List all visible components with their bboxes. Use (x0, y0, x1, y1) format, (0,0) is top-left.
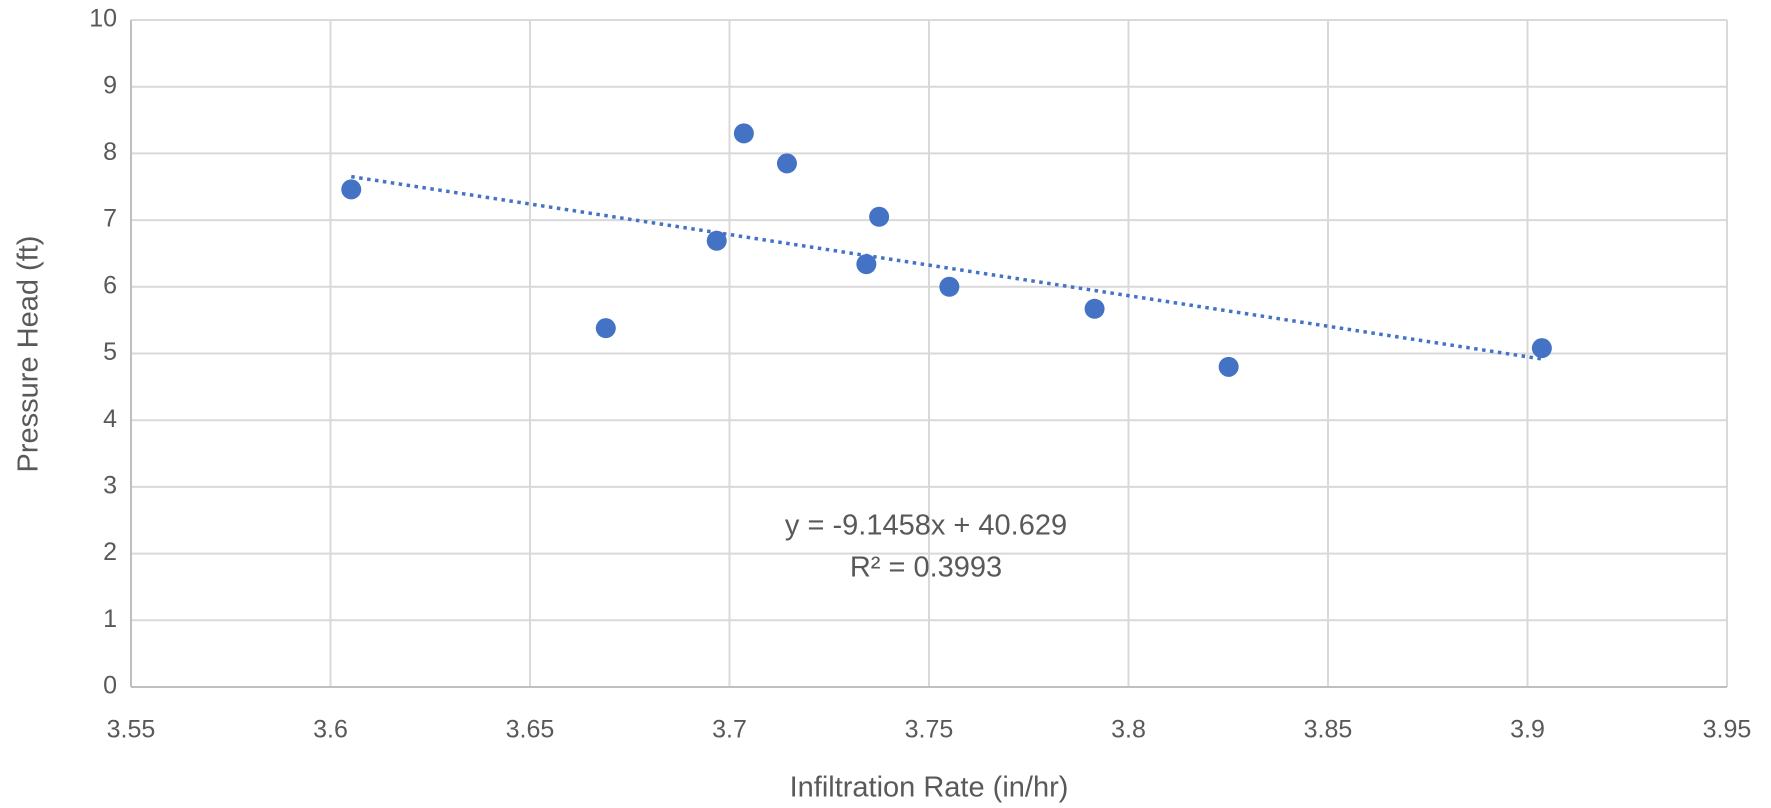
y-tick-label: 0 (103, 672, 117, 700)
x-tick-label: 3.55 (107, 716, 156, 744)
y-tick-label: 8 (103, 138, 117, 166)
y-axis-title: Pressure Head (ft) (13, 236, 45, 473)
y-tick-label: 2 (103, 538, 117, 566)
point (1531, 338, 1552, 359)
x-tick-label: 3.95 (1703, 716, 1752, 744)
y-tick-label: 4 (103, 405, 117, 433)
point (595, 318, 616, 339)
y-tick-label: 7 (103, 205, 117, 233)
x-tick-label: 3.8 (1111, 716, 1146, 744)
point (939, 276, 960, 297)
x-axis-title: Infiltration Rate (in/hr) (790, 772, 1069, 804)
y-tick-label: 6 (103, 271, 117, 299)
x-tick-label: 3.9 (1510, 716, 1545, 744)
trendline-r-squared: R² = 0.3993 (850, 552, 1002, 584)
point (869, 206, 890, 227)
point (776, 153, 797, 174)
point (706, 230, 727, 251)
y-tick-label: 5 (103, 338, 117, 366)
point (733, 123, 754, 144)
trendline-equation: y = -9.1458x + 40.629 (785, 510, 1067, 542)
point (1084, 298, 1105, 319)
y-tick-label: 3 (103, 472, 117, 500)
x-tick-label: 3.85 (1304, 716, 1353, 744)
y-tick-label: 1 (103, 605, 117, 633)
trendline (350, 174, 1543, 361)
x-tick-label: 3.75 (905, 716, 954, 744)
point (856, 254, 877, 275)
x-tick-label: 3.65 (506, 716, 555, 744)
y-tick-label: 10 (89, 5, 117, 33)
x-tick-label: 3.7 (712, 716, 747, 744)
x-tick-label: 3.6 (313, 716, 348, 744)
point (341, 179, 362, 200)
y-tick-label: 9 (103, 71, 117, 99)
point (1218, 356, 1239, 377)
